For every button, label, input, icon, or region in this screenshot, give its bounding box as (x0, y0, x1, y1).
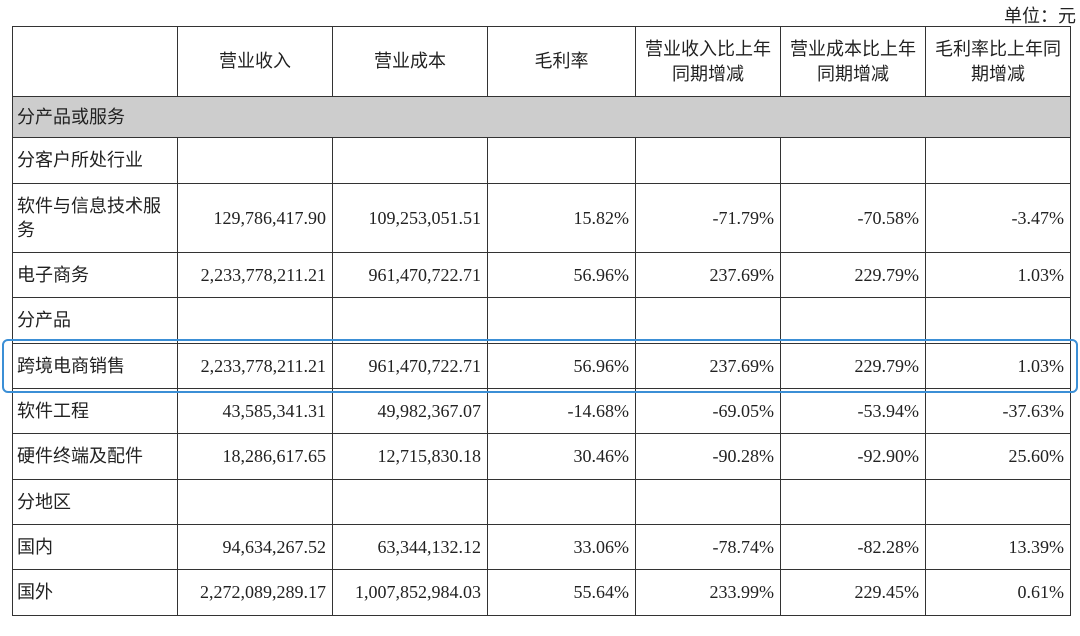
cell-value (926, 479, 1071, 524)
cell-value: 961,470,722.71 (333, 343, 488, 388)
unit-label: 单位：元 (1004, 2, 1076, 28)
cell-value: 1.03% (926, 343, 1071, 388)
cell-value (636, 479, 781, 524)
table-row: 软件与信息技术服务129,786,417.90109,253,051.5115.… (13, 183, 1071, 253)
cell-value (781, 298, 926, 343)
cell-value (178, 479, 333, 524)
cell-value: -92.90% (781, 434, 926, 479)
section-row-products-services: 分产品或服务 (13, 97, 1071, 138)
financial-table-container: 营业收入 营业成本 毛利率 营业收入比上年同期增减 营业成本比上年同期增减 毛利… (12, 26, 1070, 616)
cell-value: 43,585,341.31 (178, 389, 333, 434)
cell-value: 63,344,132.12 (333, 524, 488, 569)
table-row: 分地区 (13, 479, 1071, 524)
cell-value: -71.79% (636, 183, 781, 253)
table-row: 国内94,634,267.5263,344,132.1233.06%-78.74… (13, 524, 1071, 569)
cell-value (636, 138, 781, 183)
cell-value (333, 479, 488, 524)
cell-value: 2,233,778,211.21 (178, 253, 333, 298)
table-row: 电子商务2,233,778,211.21961,470,722.7156.96%… (13, 253, 1071, 298)
row-label: 国内 (13, 524, 178, 569)
cell-value: 12,715,830.18 (333, 434, 488, 479)
cell-value: 15.82% (488, 183, 636, 253)
table-row: 硬件终端及配件18,286,617.6512,715,830.1830.46%-… (13, 434, 1071, 479)
row-label: 国外 (13, 570, 178, 615)
cell-value (178, 138, 333, 183)
cell-value: -70.58% (781, 183, 926, 253)
cell-value: 0.61% (926, 570, 1071, 615)
cell-value (781, 479, 926, 524)
header-blank (13, 27, 178, 97)
cell-value: 33.06% (488, 524, 636, 569)
cell-value: 129,786,417.90 (178, 183, 333, 253)
cell-value (926, 298, 1071, 343)
row-label: 分产品 (13, 298, 178, 343)
cell-value: -90.28% (636, 434, 781, 479)
cell-value (926, 138, 1071, 183)
row-label: 硬件终端及配件 (13, 434, 178, 479)
header-gross-margin: 毛利率 (488, 27, 636, 97)
table-row: 软件工程43,585,341.3149,982,367.07-14.68%-69… (13, 389, 1071, 434)
row-label: 软件工程 (13, 389, 178, 434)
cell-value: 229.79% (781, 253, 926, 298)
table-row: 跨境电商销售2,233,778,211.21961,470,722.7156.9… (13, 343, 1071, 388)
cell-value: 25.60% (926, 434, 1071, 479)
cell-value (333, 298, 488, 343)
table-row: 国外2,272,089,289.171,007,852,984.0355.64%… (13, 570, 1071, 615)
cell-value: 56.96% (488, 343, 636, 388)
row-label: 分地区 (13, 479, 178, 524)
row-label: 软件与信息技术服务 (13, 183, 178, 253)
cell-value: -78.74% (636, 524, 781, 569)
cell-value (781, 138, 926, 183)
header-cost-yoy: 营业成本比上年同期增减 (781, 27, 926, 97)
row-label: 分客户所处行业 (13, 138, 178, 183)
header-row: 营业收入 营业成本 毛利率 营业收入比上年同期增减 营业成本比上年同期增减 毛利… (13, 27, 1071, 97)
cell-value: 229.45% (781, 570, 926, 615)
cell-value: 1.03% (926, 253, 1071, 298)
financial-table: 营业收入 营业成本 毛利率 营业收入比上年同期增减 营业成本比上年同期增减 毛利… (12, 26, 1071, 616)
cell-value: 2,272,089,289.17 (178, 570, 333, 615)
cell-value: 18,286,617.65 (178, 434, 333, 479)
table-row: 分产品 (13, 298, 1071, 343)
cell-value: 56.96% (488, 253, 636, 298)
cell-value: 30.46% (488, 434, 636, 479)
cell-value: -37.63% (926, 389, 1071, 434)
cell-value: -69.05% (636, 389, 781, 434)
cell-value (488, 479, 636, 524)
cell-value: 49,982,367.07 (333, 389, 488, 434)
cell-value: -53.94% (781, 389, 926, 434)
cell-value: 109,253,051.51 (333, 183, 488, 253)
cell-value (488, 298, 636, 343)
cell-value: 237.69% (636, 343, 781, 388)
cell-value: -82.28% (781, 524, 926, 569)
cell-value: 55.64% (488, 570, 636, 615)
cell-value: 229.79% (781, 343, 926, 388)
section-label: 分产品或服务 (13, 97, 1071, 138)
cell-value: -14.68% (488, 389, 636, 434)
row-label: 电子商务 (13, 253, 178, 298)
cell-value (636, 298, 781, 343)
header-revenue: 营业收入 (178, 27, 333, 97)
row-label: 跨境电商销售 (13, 343, 178, 388)
cell-value: 1,007,852,984.03 (333, 570, 488, 615)
header-revenue-yoy: 营业收入比上年同期增减 (636, 27, 781, 97)
cell-value (178, 298, 333, 343)
header-cost: 营业成本 (333, 27, 488, 97)
cell-value: 961,470,722.71 (333, 253, 488, 298)
cell-value: 94,634,267.52 (178, 524, 333, 569)
table-row: 分客户所处行业 (13, 138, 1071, 183)
header-margin-yoy: 毛利率比上年同期增减 (926, 27, 1071, 97)
cell-value (333, 138, 488, 183)
cell-value: 13.39% (926, 524, 1071, 569)
cell-value: 2,233,778,211.21 (178, 343, 333, 388)
cell-value: 233.99% (636, 570, 781, 615)
table-body: 分产品或服务 分客户所处行业软件与信息技术服务129,786,417.90109… (13, 97, 1071, 616)
cell-value: -3.47% (926, 183, 1071, 253)
cell-value: 237.69% (636, 253, 781, 298)
cell-value (488, 138, 636, 183)
